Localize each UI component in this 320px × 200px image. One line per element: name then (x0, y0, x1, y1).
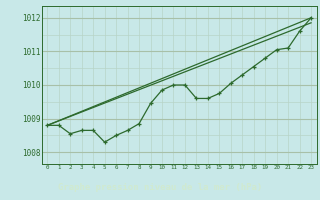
Text: Graphe pression niveau de la mer (hPa): Graphe pression niveau de la mer (hPa) (58, 182, 262, 192)
